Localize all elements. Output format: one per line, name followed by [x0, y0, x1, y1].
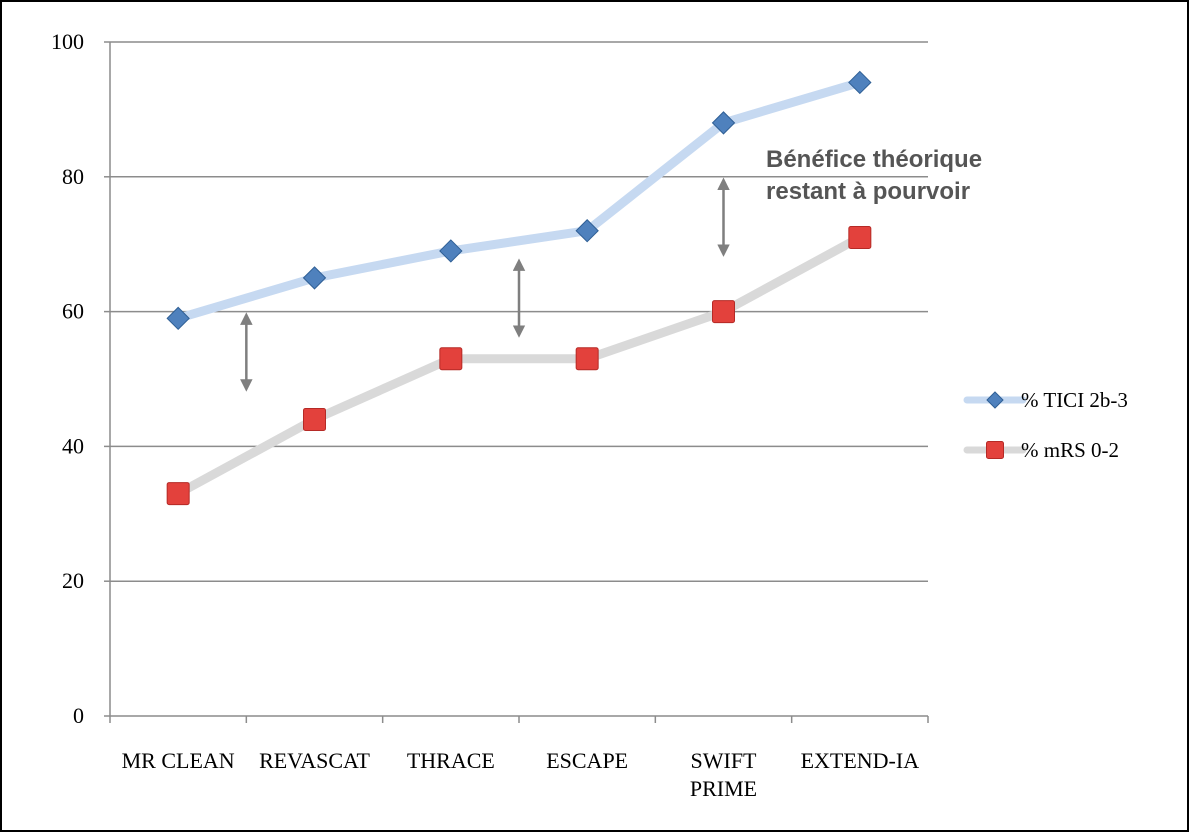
legend-marker	[986, 441, 1004, 459]
data-point	[166, 482, 190, 506]
data-point	[711, 111, 736, 135]
y-tick-label: 0	[73, 703, 84, 728]
annotation-text: Bénéfice théorique	[766, 146, 982, 173]
data-point	[712, 300, 735, 324]
y-tick-label: 20	[62, 568, 84, 593]
data-point	[439, 347, 463, 371]
data-point	[302, 266, 327, 290]
x-tick-label: MR CLEAN	[122, 748, 235, 773]
data-point	[575, 347, 599, 371]
data-point	[575, 219, 599, 243]
x-tick-label: THRACE	[407, 748, 495, 773]
series-line-0	[173, 77, 865, 323]
series-line-1	[173, 232, 865, 499]
y-tick-label: 40	[62, 433, 84, 458]
x-tick-label: REVASCAT	[259, 748, 370, 773]
x-tick-label: ESCAPE	[546, 748, 628, 773]
y-tick-label: 80	[62, 164, 84, 189]
x-tick-label: SWIFT	[691, 748, 758, 773]
y-tick-label: 100	[51, 29, 84, 54]
data-point	[848, 225, 872, 249]
data-point	[166, 306, 190, 331]
data-point	[848, 70, 872, 95]
legend-label: % TICI 2b-3	[1021, 388, 1128, 412]
legend-label: % mRS 0-2	[1021, 438, 1119, 462]
y-tick-label: 60	[62, 299, 84, 324]
legend-marker	[986, 391, 1004, 409]
x-tick-label: EXTEND-IA	[801, 748, 920, 773]
data-point	[303, 407, 326, 431]
annotation-text: restant à pourvoir	[766, 178, 970, 205]
data-point	[439, 239, 463, 263]
x-tick-label: PRIME	[690, 776, 757, 801]
